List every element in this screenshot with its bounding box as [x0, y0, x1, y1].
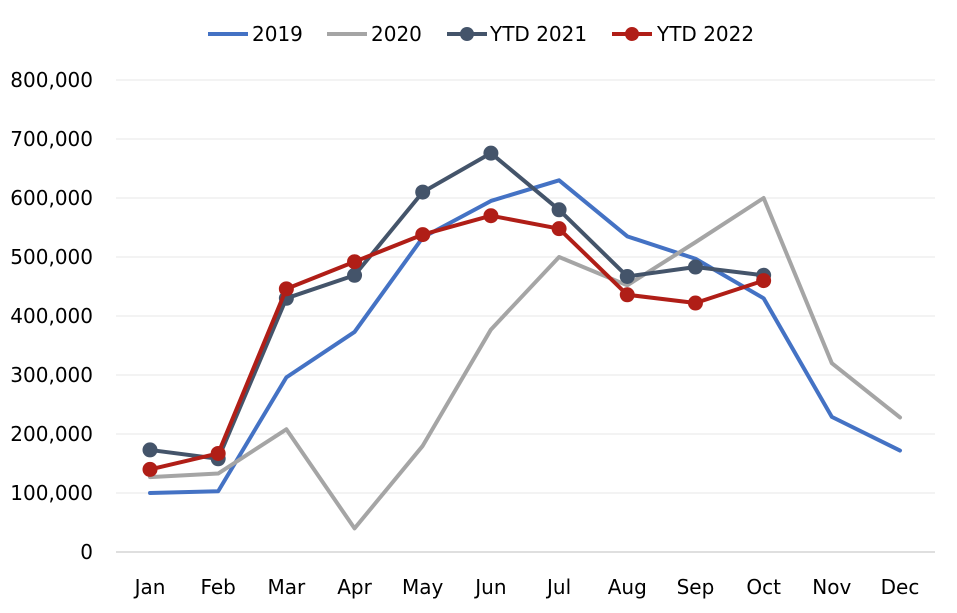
legend-label: 2020 [371, 22, 422, 46]
data-point [687, 259, 703, 275]
y-tick-label: 500,000 [10, 245, 93, 269]
data-point [142, 442, 158, 458]
x-tick-label: Nov [812, 575, 851, 599]
x-tick-label: Oct [746, 575, 781, 599]
x-tick-label: Dec [881, 575, 920, 599]
x-tick-label: Apr [337, 575, 372, 599]
data-point [347, 254, 363, 270]
series-line [148, 213, 766, 472]
data-point [142, 461, 158, 477]
series-ytd-2022 [142, 208, 772, 477]
data-point [687, 295, 703, 311]
data-point [210, 445, 226, 461]
series-line [148, 151, 766, 461]
data-point [551, 221, 567, 237]
legend-item: 2020 [327, 22, 422, 46]
x-axis: Jan Feb Mar Apr May Jun Jul Aug Sep Oct Nov Dec [116, 551, 935, 599]
legend-label: 2019 [252, 22, 303, 46]
x-tick-label: Jul [545, 575, 571, 599]
y-tick-label: 0 [80, 540, 93, 564]
legend-label: YTD 2021 [489, 22, 587, 46]
data-point [347, 267, 363, 283]
y-tick-label: 600,000 [10, 186, 93, 210]
data-point [756, 273, 772, 289]
data-point [415, 227, 431, 243]
y-tick-label: 300,000 [10, 363, 93, 387]
data-point [551, 202, 567, 218]
data-point [415, 184, 431, 200]
y-tick-label: 100,000 [10, 481, 93, 505]
legend-marker [460, 27, 474, 41]
legend-item: YTD 2021 [447, 22, 587, 46]
gridlines [116, 79, 935, 494]
legend-marker [625, 27, 639, 41]
data-point [619, 268, 635, 284]
series-line [148, 196, 902, 531]
data-point [278, 281, 294, 297]
data-point [619, 287, 635, 303]
x-tick-label: Mar [267, 575, 306, 599]
series-line [148, 178, 902, 495]
series-2020 [148, 196, 902, 531]
legend-label: YTD 2022 [656, 22, 754, 46]
x-tick-label: Jan [133, 575, 166, 599]
series-2019 [148, 178, 902, 495]
x-tick-label: Aug [608, 575, 647, 599]
y-axis: 0 100,000 200,000 300,000 400,000 500,000 600,… [10, 68, 93, 564]
legend: 2019 2020 YTD 2021 YTD 2022 [208, 22, 754, 46]
data-point [483, 208, 499, 224]
x-tick-label: Jun [473, 575, 506, 599]
legend-item: 2019 [208, 22, 303, 46]
x-tick-label: May [402, 575, 444, 599]
y-tick-label: 700,000 [10, 127, 93, 151]
y-tick-label: 400,000 [10, 304, 93, 328]
x-tick-label: Feb [200, 575, 235, 599]
series-group [142, 145, 902, 531]
y-tick-label: 800,000 [10, 68, 93, 92]
legend-item: YTD 2022 [612, 22, 754, 46]
y-tick-label: 200,000 [10, 422, 93, 446]
series-ytd-2021 [142, 145, 772, 467]
x-tick-label: Sep [677, 575, 715, 599]
data-point [483, 145, 499, 161]
